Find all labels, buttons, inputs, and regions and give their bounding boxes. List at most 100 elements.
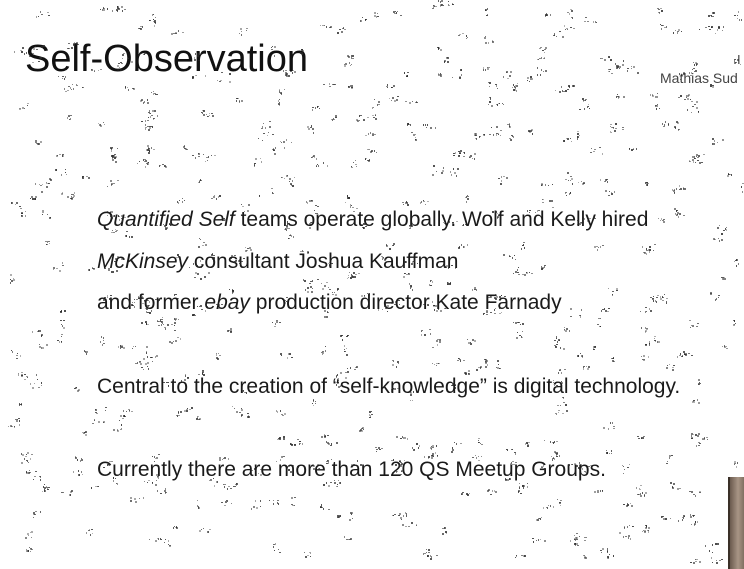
noise-speck	[712, 138, 724, 145]
noise-speck	[405, 101, 418, 104]
noise-speck	[487, 489, 497, 495]
noise-speck	[312, 106, 320, 111]
noise-speck	[98, 122, 105, 127]
noise-speck	[386, 243, 395, 250]
noise-speck	[584, 17, 597, 23]
noise-speck	[615, 60, 624, 67]
noise-speck	[254, 158, 262, 167]
noise-speck	[645, 341, 650, 346]
noise-speck	[734, 461, 738, 468]
noise-speck	[567, 9, 573, 19]
noise-speck	[11, 350, 21, 359]
noise-speck	[141, 321, 149, 325]
noise-speck	[543, 505, 554, 509]
noise-speck	[125, 231, 133, 238]
noise-speck	[574, 535, 578, 541]
noise-speck	[479, 134, 485, 138]
noise-speck	[600, 56, 612, 61]
noise-speck	[498, 176, 508, 185]
noise-speck	[19, 103, 29, 110]
noise-speck	[488, 97, 493, 107]
noise-speck	[607, 554, 614, 559]
noise-speck	[733, 320, 736, 326]
noise-speck	[465, 195, 469, 203]
noise-speck	[583, 555, 587, 559]
noise-speck	[684, 98, 698, 105]
noise-speck	[356, 115, 365, 122]
noise-speck	[715, 26, 724, 34]
noise-speck	[344, 62, 352, 67]
noise-speck	[367, 114, 377, 120]
noise-speck	[55, 169, 67, 176]
noise-speck	[645, 525, 650, 531]
noise-speck	[273, 543, 281, 553]
noise-speck	[518, 486, 524, 494]
noise-speck	[107, 180, 119, 187]
noise-speck	[606, 450, 612, 454]
noise-speck	[311, 155, 317, 160]
noise-speck	[30, 196, 37, 200]
noise-speck	[11, 202, 22, 209]
noise-speck	[650, 93, 658, 98]
noise-speck	[272, 320, 281, 327]
noise-speck	[489, 126, 502, 136]
noise-speck	[68, 84, 84, 88]
noise-speck	[666, 364, 675, 371]
noise-speck	[15, 418, 20, 422]
noise-speck	[554, 336, 560, 343]
noise-speck	[277, 436, 285, 440]
noise-speck	[619, 532, 631, 540]
noise-speck	[402, 522, 417, 527]
noise-speck	[360, 17, 367, 22]
noise-speck	[183, 145, 188, 150]
noise-speck	[515, 555, 526, 558]
noise-speck	[71, 192, 75, 198]
noise-speck	[611, 357, 615, 362]
noise-speck	[118, 345, 125, 349]
noise-speck	[137, 159, 147, 164]
noise-speck	[141, 120, 149, 130]
noise-speck	[281, 175, 295, 179]
noise-speck	[655, 104, 660, 110]
noise-speck	[496, 103, 504, 106]
noise-speck	[702, 437, 708, 440]
noise-speck	[421, 329, 431, 336]
line-text: and former	[97, 291, 205, 314]
noise-speck	[661, 516, 671, 520]
noise-speck	[110, 147, 118, 152]
noise-speck	[396, 436, 408, 440]
noise-speck	[734, 259, 739, 267]
noise-speck	[8, 424, 20, 428]
noise-speck	[512, 83, 518, 91]
noise-speck	[590, 147, 603, 155]
noise-speck	[91, 486, 99, 489]
noise-speck	[658, 218, 665, 223]
noise-speck	[389, 96, 399, 102]
noise-speck	[438, 73, 442, 77]
noise-speck	[509, 135, 514, 141]
noise-speck	[303, 279, 319, 284]
noise-speck	[537, 67, 547, 76]
noise-speck	[440, 3, 454, 6]
noise-speck	[423, 549, 430, 555]
noise-speck	[337, 515, 341, 518]
noise-speck	[251, 500, 261, 510]
noise-speck	[412, 443, 420, 451]
noise-speck	[60, 320, 65, 329]
noise-speck	[582, 98, 587, 102]
noise-speck	[321, 434, 329, 438]
italic-term: ebay	[204, 291, 250, 314]
noise-speck	[572, 181, 585, 185]
noise-speck	[307, 125, 314, 134]
noise-speck	[600, 548, 608, 553]
noise-speck	[148, 113, 158, 119]
noise-speck	[507, 123, 511, 128]
noise-speck	[521, 242, 525, 250]
noise-speck	[541, 183, 553, 186]
noise-speck	[528, 129, 533, 135]
noise-speck	[345, 195, 350, 203]
noise-speck	[690, 559, 701, 564]
noise-speck	[698, 379, 701, 385]
noise-speck	[539, 47, 547, 53]
noise-speck	[525, 442, 530, 447]
